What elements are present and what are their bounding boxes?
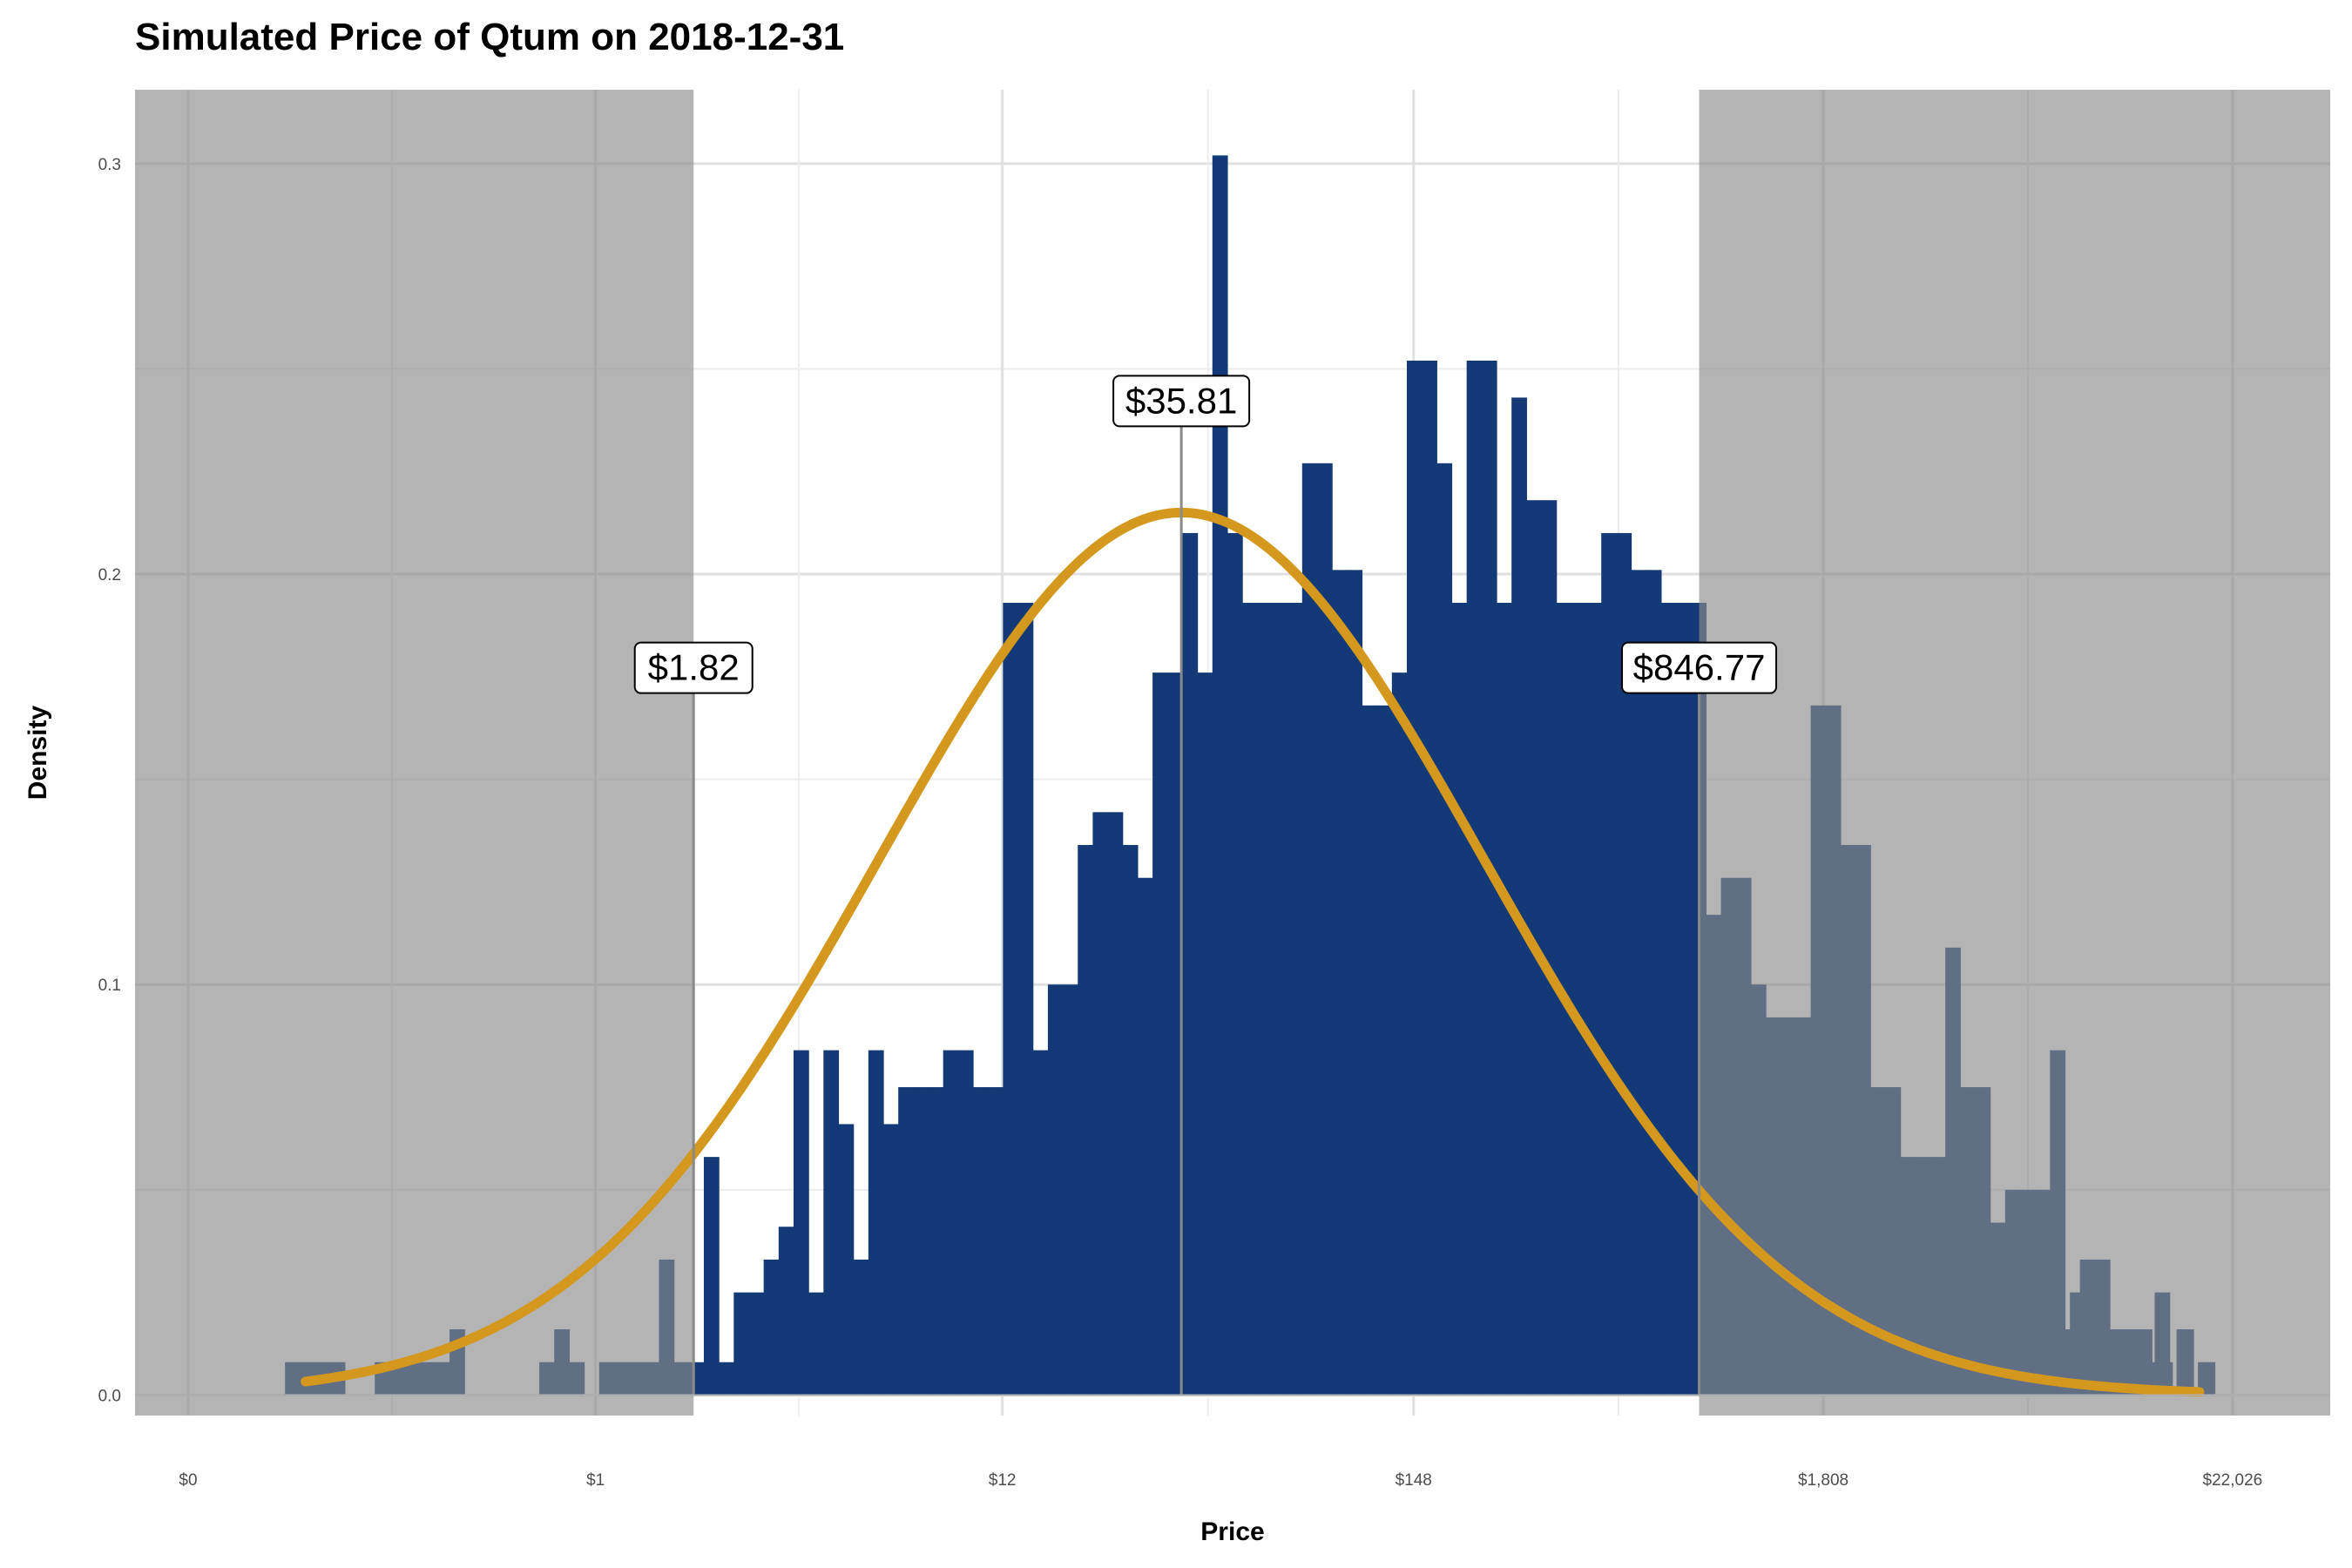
histogram-bar — [1616, 532, 1632, 1396]
tick-labels: 0.0 0.1 0.2 0.3 $0 $1 $12 $148 $1,808 $22,026 — [98, 156, 2263, 1490]
density-curve — [301, 507, 2205, 1397]
chart-title: Simulated Price of Qtum on 2018-12-31 — [135, 16, 845, 58]
histogram-bar — [1631, 570, 1647, 1396]
histogram-bar — [763, 1259, 780, 1396]
histogram-bar — [1646, 570, 1662, 1396]
histogram-bar — [1497, 603, 1512, 1396]
histogram-bar — [1017, 603, 1034, 1396]
histogram-bar — [1601, 532, 1617, 1396]
histogram-bar — [943, 1050, 959, 1396]
histogram-bar — [1406, 360, 1423, 1396]
x-tick-label: $148 — [1396, 1471, 1432, 1490]
histogram-bar — [1047, 984, 1064, 1396]
histogram-bar — [1032, 1050, 1049, 1396]
histogram-bar — [883, 1124, 899, 1396]
histogram-bar — [1660, 603, 1677, 1396]
histogram-bar — [898, 1087, 914, 1396]
histogram-bar — [1422, 360, 1437, 1396]
histogram-bar — [1078, 845, 1094, 1396]
histogram-bar — [1122, 845, 1139, 1396]
x-tick-label: $1,808 — [1798, 1471, 1848, 1490]
histogram-bar — [1332, 570, 1348, 1396]
x-tick-label: $22,026 — [2203, 1471, 2263, 1490]
shaded-region — [1699, 90, 2330, 1416]
histogram-bar — [1347, 570, 1363, 1396]
annotation-label: $846.77 — [1633, 647, 1766, 688]
histogram-bar — [1167, 672, 1184, 1396]
histogram-bar — [853, 1259, 869, 1396]
histogram-bar — [778, 1227, 794, 1396]
histogram-bar — [1092, 812, 1109, 1396]
histogram-bar — [719, 1362, 734, 1396]
histogram-bar — [1227, 532, 1243, 1396]
annotation-label: $35.81 — [1125, 380, 1237, 421]
histogram-bar — [973, 1087, 989, 1396]
y-tick-label: 0.0 — [98, 1387, 121, 1405]
histogram-bar — [1152, 672, 1168, 1396]
histogram-bar — [748, 1292, 765, 1396]
y-tick-label: 0.1 — [98, 977, 121, 995]
histogram-bar — [1511, 397, 1527, 1396]
histogram-bar — [928, 1087, 944, 1396]
histogram-bar — [808, 1292, 824, 1396]
annotation-box — [633, 641, 754, 694]
shaded-region — [135, 90, 694, 1416]
histogram-bar — [703, 1157, 720, 1396]
y-tick-label: 0.3 — [98, 156, 121, 174]
histogram-bar — [1451, 603, 1468, 1396]
histogram-bar — [1257, 603, 1274, 1396]
annotation-label: $1.82 — [648, 647, 740, 688]
histogram-bar — [1182, 532, 1199, 1396]
histogram-bar — [1063, 984, 1078, 1396]
histogram-bar — [1242, 603, 1258, 1396]
histogram-bar — [1301, 463, 1318, 1396]
histogram-bar — [1212, 155, 1228, 1396]
histogram-bar — [1391, 672, 1408, 1396]
histogram-bar — [988, 1087, 1004, 1396]
histogram-bar — [1003, 603, 1019, 1396]
histogram-bar — [1316, 463, 1333, 1396]
annotation-box — [1112, 375, 1251, 428]
histogram-bar — [823, 1050, 840, 1396]
histogram-bar — [1362, 705, 1378, 1396]
histogram-bar — [733, 1292, 750, 1396]
histogram-bar — [1466, 360, 1483, 1396]
histogram-bar — [1376, 705, 1393, 1396]
histogram-bar — [1541, 500, 1558, 1396]
histogram-bar — [1137, 877, 1153, 1396]
histogram-bar — [1571, 603, 1587, 1396]
histogram-bar — [1272, 603, 1288, 1396]
histogram-bar — [1586, 603, 1602, 1396]
histogram-bar — [1287, 603, 1303, 1396]
y-axis-title: Density — [24, 706, 52, 801]
y-tick-label: 0.2 — [98, 566, 121, 585]
x-tick-label: $12 — [989, 1471, 1017, 1490]
price-annotations: $1.82 $35.81 $846.77 — [633, 375, 1778, 1396]
histogram-bar — [1436, 463, 1453, 1396]
normal-density-curve — [301, 507, 2205, 1397]
histogram-bar — [868, 1050, 884, 1396]
x-tick-label: $1 — [586, 1471, 605, 1490]
histogram-bar — [913, 1087, 929, 1396]
x-axis-title: Price — [1200, 1517, 1264, 1546]
histogram-bar — [1197, 672, 1213, 1396]
shaded-tail-regions — [135, 90, 2330, 1416]
histogram-bar — [1107, 812, 1124, 1396]
annotation-box — [1621, 641, 1778, 694]
histogram-bar — [957, 1050, 974, 1396]
histogram-bar — [1676, 603, 1692, 1396]
histogram-bar — [838, 1124, 855, 1396]
histogram-bar — [793, 1050, 809, 1396]
x-tick-label: $0 — [179, 1471, 197, 1490]
